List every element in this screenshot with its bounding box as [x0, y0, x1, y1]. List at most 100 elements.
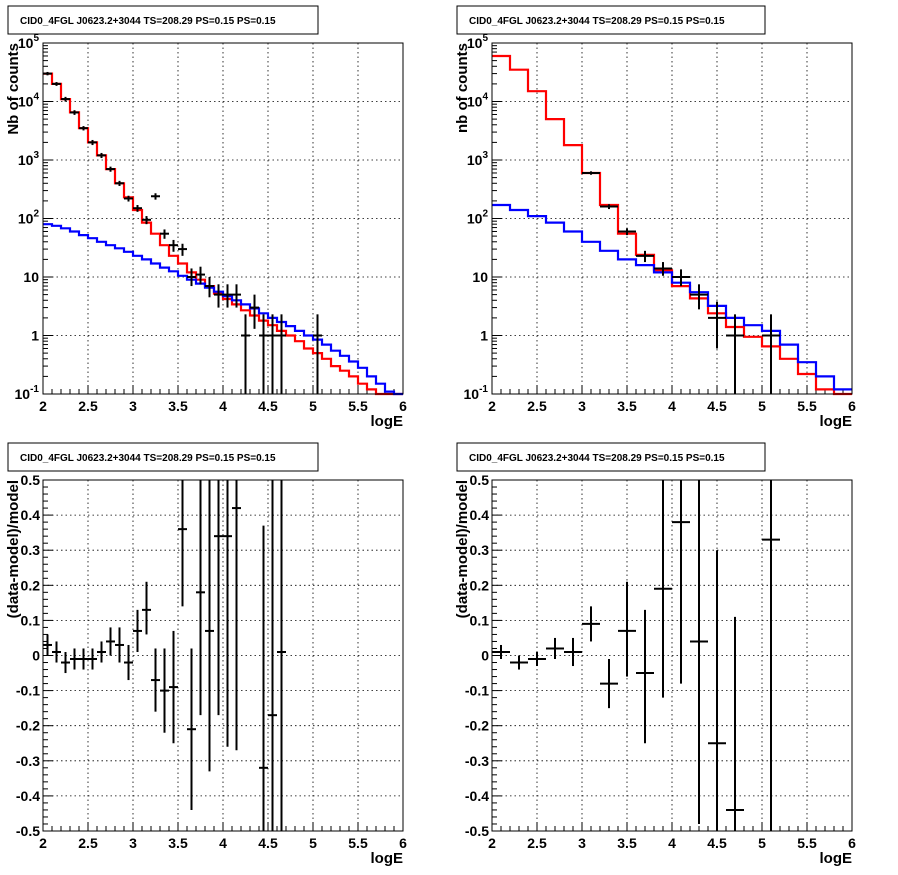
- y-tick-base: 10: [464, 386, 480, 402]
- data-point: [169, 239, 178, 252]
- data-point: [762, 314, 780, 394]
- x-tick-label: 3.5: [617, 398, 637, 414]
- data-point: [133, 205, 142, 212]
- data-point: [70, 648, 79, 670]
- data-point: [232, 284, 241, 308]
- data-point: [61, 96, 70, 102]
- x-tick-label: 4: [219, 398, 227, 414]
- data-point: [187, 648, 196, 810]
- y-tick-label: 0.5: [21, 472, 41, 488]
- y-tick-exponent: 5: [482, 33, 488, 44]
- x-tick-label: 3: [578, 398, 586, 414]
- x-tick-label: 4.5: [707, 398, 727, 414]
- data-point: [636, 250, 654, 263]
- y-axis-label: (data-model)/model: [454, 480, 471, 618]
- x-tick-label: 3.5: [617, 835, 637, 851]
- y-tick-label: -0.4: [16, 788, 40, 804]
- y-tick-label: -0.3: [465, 753, 489, 769]
- y-tick-label: 0.1: [470, 612, 490, 628]
- data-point: [726, 314, 744, 394]
- data-point: [672, 480, 690, 684]
- data-point: [97, 641, 106, 663]
- y-tick-label: -0.5: [465, 823, 489, 839]
- x-tick-label: 3.5: [168, 398, 188, 414]
- y-tick-label: 102: [467, 209, 489, 227]
- data-point: [160, 229, 169, 239]
- data-point: [187, 268, 196, 287]
- y-tick-label: -0.2: [465, 718, 489, 734]
- title-box: [456, 5, 766, 35]
- data-point: [618, 581, 636, 677]
- y-tick-base: 1: [480, 328, 488, 344]
- x-axis-label: logE: [820, 413, 853, 430]
- y-tick-base: 10: [472, 269, 488, 285]
- data-point: [79, 126, 88, 131]
- x-tick-label: 4.5: [258, 398, 278, 414]
- data-point: [160, 648, 169, 733]
- data-point: [277, 480, 286, 831]
- x-tick-label: 2.5: [78, 398, 98, 414]
- x-tick-label: 6: [848, 835, 856, 851]
- y-tick-base: 10: [15, 386, 31, 402]
- x-tick-label: 3: [129, 835, 137, 851]
- y-tick-label: -0.4: [465, 788, 489, 804]
- y-axis-label: Nb of counts: [5, 43, 22, 135]
- y-tick-label: 1: [480, 328, 488, 344]
- x-tick-label: 5: [309, 835, 317, 851]
- x-tick-label: 3.5: [168, 835, 188, 851]
- y-tick-label: 105: [467, 33, 489, 51]
- y-tick-base: 1: [31, 328, 39, 344]
- data-point: [70, 110, 79, 115]
- data-point: [690, 284, 708, 310]
- y-tick-label: 10-1: [15, 384, 40, 402]
- x-tick-label: 3: [129, 398, 137, 414]
- y-tick-label: 0.2: [21, 577, 41, 593]
- y-tick-exponent: 2: [482, 209, 488, 220]
- data-point: [196, 266, 205, 285]
- panel-top-left: CID0_4FGL J0623.2+3044 TS=208.29 PS=0.15…: [5, 5, 407, 430]
- data-point: [115, 180, 124, 186]
- chart-title: CID0_4FGL J0623.2+3044 TS=208.29 PS=0.15…: [20, 453, 276, 464]
- data-point: [690, 480, 708, 824]
- plot-frame: [42, 479, 404, 832]
- y-tick-label: 0.4: [470, 507, 490, 523]
- data-point: [268, 480, 277, 831]
- data-point: [205, 480, 214, 772]
- x-tick-label: 2: [488, 835, 496, 851]
- y-tick-exponent: 3: [33, 150, 39, 161]
- x-tick-label: 2: [39, 835, 47, 851]
- data-point: [510, 655, 528, 670]
- data-point: [214, 284, 223, 308]
- y-tick-label: 0.2: [470, 577, 490, 593]
- x-tick-label: 5.5: [797, 835, 817, 851]
- data-point: [169, 630, 178, 744]
- data-point: [268, 314, 277, 394]
- data-point: [151, 193, 160, 200]
- data-point: [214, 480, 223, 716]
- x-tick-label: 5.5: [348, 398, 368, 414]
- y-tick-label: -0.2: [16, 718, 40, 734]
- x-tick-label: 4: [668, 398, 676, 414]
- y-tick-label: 104: [467, 92, 489, 110]
- data-point: [241, 314, 250, 394]
- data-point: [52, 82, 61, 86]
- y-tick-label: -0.5: [16, 823, 40, 839]
- data-point: [277, 314, 286, 394]
- x-tick-label: 4.5: [707, 835, 727, 851]
- data-point: [600, 204, 618, 210]
- y-tick-label: 104: [18, 92, 40, 110]
- x-tick-label: 2: [488, 398, 496, 414]
- data-point: [88, 139, 97, 146]
- y-tick-base: 10: [18, 35, 34, 51]
- data-point: [115, 627, 124, 663]
- data-point: [124, 195, 133, 202]
- y-tick-base: 10: [467, 211, 483, 227]
- data-point: [259, 314, 268, 394]
- panel-top-right: CID0_4FGL J0623.2+3044 TS=208.29 PS=0.15…: [454, 5, 856, 430]
- x-tick-label: 2: [39, 398, 47, 414]
- data-point: [313, 314, 322, 394]
- title-box: [7, 442, 319, 472]
- panel-bottom-right: CID0_4FGL J0623.2+3044 TS=208.29 PS=0.15…: [454, 442, 856, 867]
- data-point: [708, 301, 726, 349]
